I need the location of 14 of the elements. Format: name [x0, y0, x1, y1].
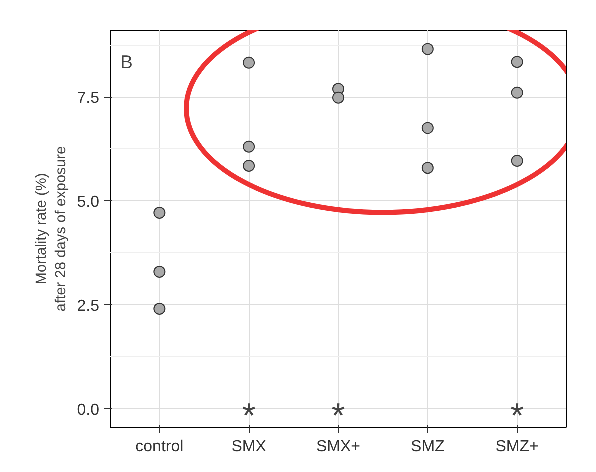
- x-tick-label: SMZ+: [496, 438, 539, 456]
- y-tick-label: 0.0: [77, 402, 100, 419]
- annotation: B: [120, 52, 133, 72]
- x-tick-label: SMX+: [316, 438, 361, 456]
- y-axis-title: Mortality rate (%) after 28 days of exposure: [34, 146, 70, 312]
- x-tick-label: SMX: [232, 438, 267, 456]
- x-tick-label: SMZ: [411, 438, 446, 456]
- y-tick-label: 7.5: [77, 90, 100, 108]
- annotation: *: [242, 398, 256, 436]
- annotation: *: [510, 398, 524, 436]
- annotation: *: [332, 398, 346, 436]
- y-tick-label: 5.0: [77, 194, 100, 211]
- y-tick-label: 2.5: [77, 298, 100, 315]
- x-tick-label: control: [136, 438, 184, 456]
